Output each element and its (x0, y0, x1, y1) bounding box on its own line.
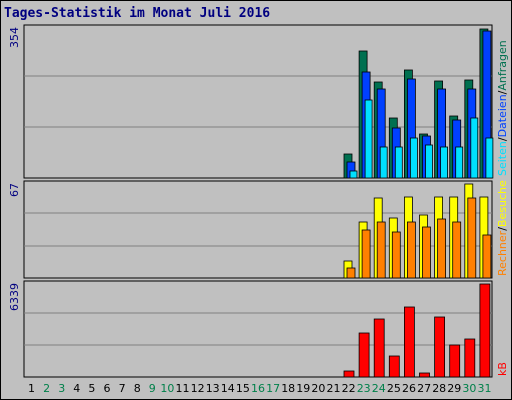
x-tick-label-day-12: 12 (191, 382, 205, 395)
x-tick-label-day-14: 14 (221, 382, 235, 395)
bar-kb-day-25 (388, 355, 400, 378)
legend-hosts-visits: Rechner/Besuche (496, 180, 509, 276)
x-tick-label-day-5: 5 (88, 382, 95, 395)
x-tick-label-day-7: 7 (119, 382, 126, 395)
x-tick-label-day-29: 29 (447, 382, 461, 395)
bar-seiten-day-23 (364, 99, 373, 179)
x-tick-label-day-30: 30 (462, 382, 476, 395)
x-tick-label-day-15: 15 (236, 382, 250, 395)
bar-rechner-day-22 (346, 267, 356, 279)
bar-kb-day-28 (434, 316, 446, 378)
panel-3-box (23, 280, 493, 378)
x-tick-label-day-28: 28 (432, 382, 446, 395)
bar-seiten-day-29 (455, 146, 464, 179)
x-tick-label-day-8: 8 (134, 382, 141, 395)
x-tick-label-day-1: 1 (28, 382, 35, 395)
x-tick-label-day-23: 23 (357, 382, 371, 395)
bar-rechner-day-24 (376, 221, 386, 279)
x-tick-label-day-24: 24 (372, 382, 386, 395)
bar-kb-day-29 (449, 344, 461, 378)
bar-seiten-day-25 (394, 146, 403, 179)
bar-kb-day-24 (373, 318, 385, 378)
bar-kb-day-27 (419, 372, 430, 378)
bar-rechner-day-29 (452, 221, 462, 279)
x-tick-label-day-21: 21 (327, 382, 341, 395)
x-tick-label-day-13: 13 (206, 382, 220, 395)
x-tick-label-day-11: 11 (176, 382, 190, 395)
bar-seiten-day-27 (425, 144, 433, 179)
bar-kb-day-22 (343, 370, 355, 378)
x-tick-label-day-18: 18 (281, 382, 295, 395)
panel-1-max-label: 354 (8, 27, 21, 48)
bar-kb-day-30 (464, 338, 476, 378)
bar-rechner-day-28 (437, 218, 447, 279)
legend-requests-files-pages: Seiten/Dateien/Anfragen (496, 40, 509, 176)
bar-seiten-day-30 (470, 117, 479, 179)
legend-kb: kB (496, 362, 509, 376)
bar-kb-day-23 (358, 332, 370, 378)
bar-rechner-day-26 (406, 221, 416, 279)
x-tick-label-day-10: 10 (160, 382, 174, 395)
bar-seiten-day-24 (379, 146, 388, 179)
x-tick-label-day-25: 25 (387, 382, 401, 395)
x-tick-label-day-19: 19 (296, 382, 310, 395)
bar-seiten-day-26 (409, 137, 418, 179)
x-tick-label-day-31: 31 (478, 382, 492, 395)
x-tick-label-day-9: 9 (149, 382, 156, 395)
panel-3-max-label: 6339 (8, 283, 21, 311)
x-tick-label-day-27: 27 (417, 382, 431, 395)
x-tick-label-day-2: 2 (43, 382, 50, 395)
x-tick-label-day-6: 6 (104, 382, 111, 395)
bar-seiten-day-22 (349, 170, 358, 179)
x-tick-label-day-4: 4 (73, 382, 80, 395)
bar-rechner-day-27 (422, 226, 431, 279)
x-tick-label-day-16: 16 (251, 382, 265, 395)
bar-seiten-day-31 (485, 137, 494, 179)
bar-rechner-day-25 (391, 231, 401, 279)
bar-kb-day-26 (403, 306, 415, 378)
x-tick-label-day-22: 22 (342, 382, 356, 395)
bar-rechner-day-31 (482, 234, 492, 279)
x-tick-label-day-26: 26 (402, 382, 416, 395)
bar-rechner-day-23 (361, 229, 371, 279)
bar-seiten-day-28 (440, 146, 449, 179)
bar-kb-day-31 (479, 283, 491, 378)
chart-title: Tages-Statistik im Monat Juli 2016 (4, 6, 271, 21)
x-tick-label-day-20: 20 (311, 382, 325, 395)
x-tick-label-day-3: 3 (58, 382, 65, 395)
bar-rechner-day-30 (467, 197, 477, 279)
x-tick-label-day-17: 17 (266, 382, 280, 395)
panel-2-max-label: 67 (8, 183, 21, 197)
